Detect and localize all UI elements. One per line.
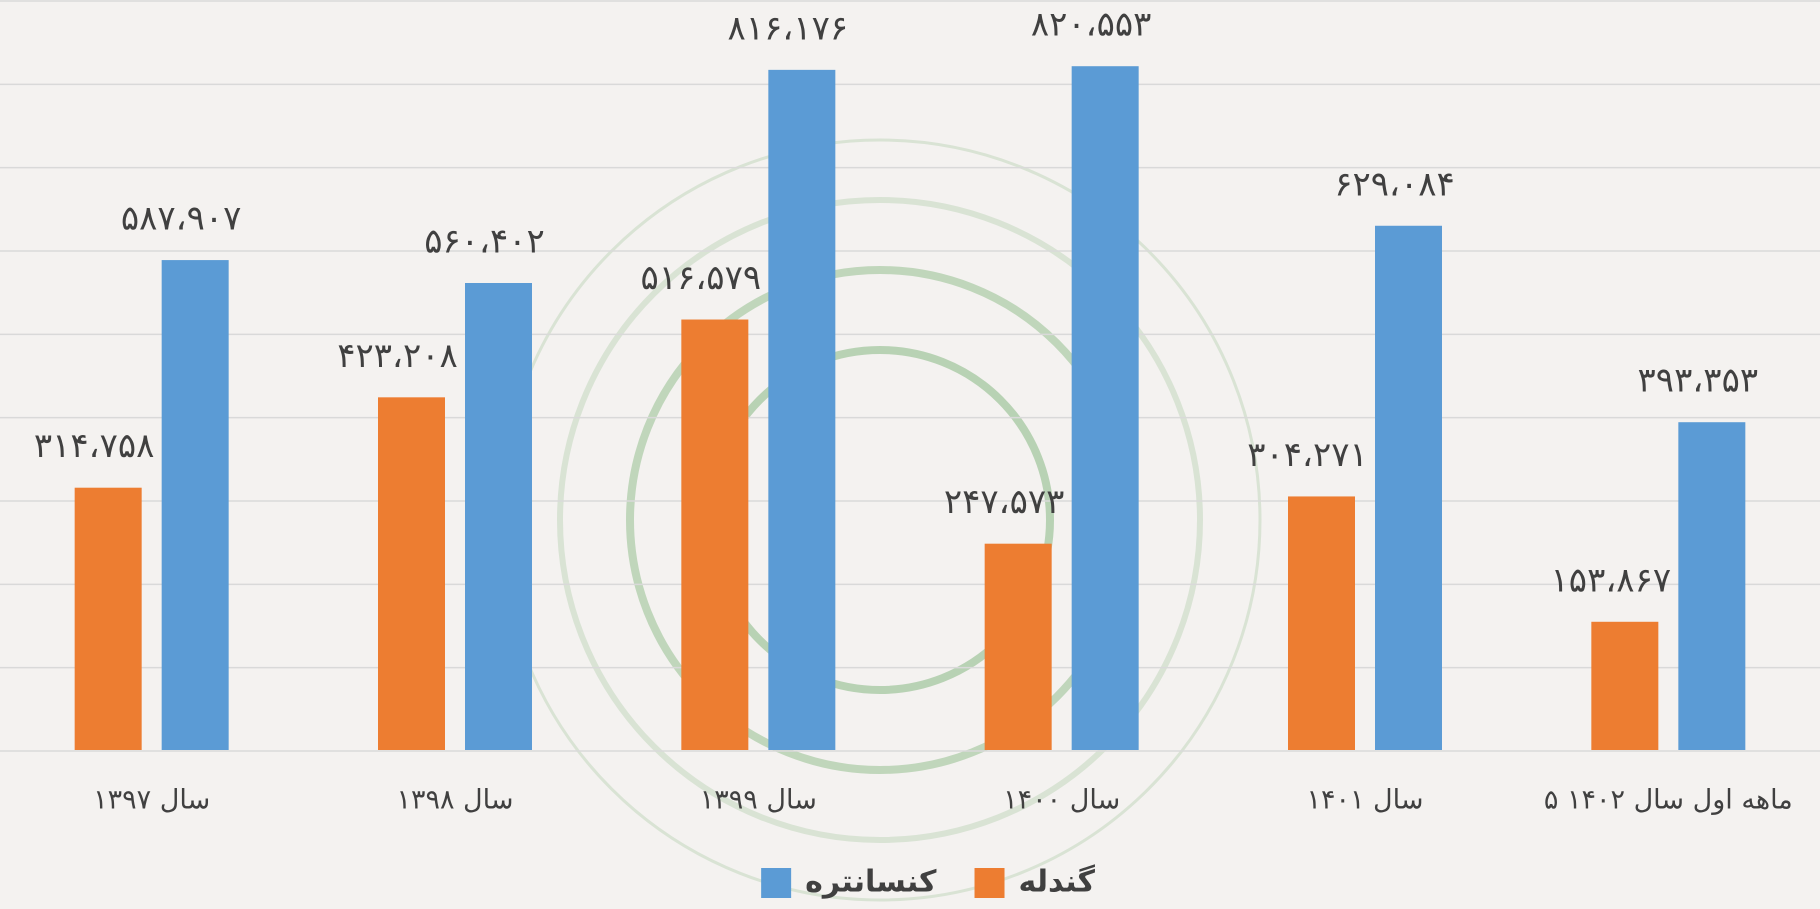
data-label: ۸۲۰،۵۵۳ xyxy=(1031,5,1152,45)
data-label: ۳۹۳،۳۵۳ xyxy=(1638,361,1759,401)
data-label: ۵۶۰،۴۰۲ xyxy=(424,221,545,261)
data-label: ۲۴۷،۵۷۳ xyxy=(944,482,1065,522)
bar xyxy=(1678,422,1746,750)
bar xyxy=(74,487,142,750)
bar xyxy=(984,543,1052,750)
data-label: ۵۱۶،۵۷۹ xyxy=(641,258,762,298)
data-label: ۳۰۴،۲۷۱ xyxy=(1247,435,1368,475)
bar xyxy=(465,282,532,750)
bar xyxy=(1591,621,1659,750)
bar xyxy=(1375,225,1442,751)
bar xyxy=(768,69,836,750)
x-tick-label: ۵ ماهه اول سال ۱۴۰۲ xyxy=(1544,785,1793,816)
bar xyxy=(681,319,749,750)
data-label: ۳۱۴،۷۵۸ xyxy=(34,426,155,466)
bar xyxy=(1288,496,1355,750)
background-decoration xyxy=(498,138,1262,902)
data-label: ۵۸۷،۹۰۷ xyxy=(121,199,242,239)
data-label: ۱۵۳،۸۶۷ xyxy=(1551,560,1672,600)
legend-label: کنسانتره xyxy=(805,865,937,900)
legend-swatch xyxy=(974,868,1005,898)
x-tick-label: سال ۱۳۹۸ xyxy=(396,785,513,816)
data-label: ۶۲۹،۰۸۴ xyxy=(1334,164,1455,204)
legend-label: گندله xyxy=(1019,864,1096,900)
x-tick-label: سال ۱۳۹۷ xyxy=(93,785,210,816)
bar xyxy=(1071,66,1139,751)
data-label: ۴۲۳،۲۰۸ xyxy=(337,336,458,376)
legend-swatch xyxy=(761,868,792,898)
data-label: ۸۱۶،۱۷۶ xyxy=(728,8,849,48)
x-tick-label: سال ۱۳۹۹ xyxy=(700,785,817,816)
x-tick-label: سال ۱۴۰۰ xyxy=(1003,785,1120,816)
x-tick-label: سال ۱۴۰۱ xyxy=(1306,785,1423,816)
bar xyxy=(378,397,445,750)
bar xyxy=(161,260,229,750)
